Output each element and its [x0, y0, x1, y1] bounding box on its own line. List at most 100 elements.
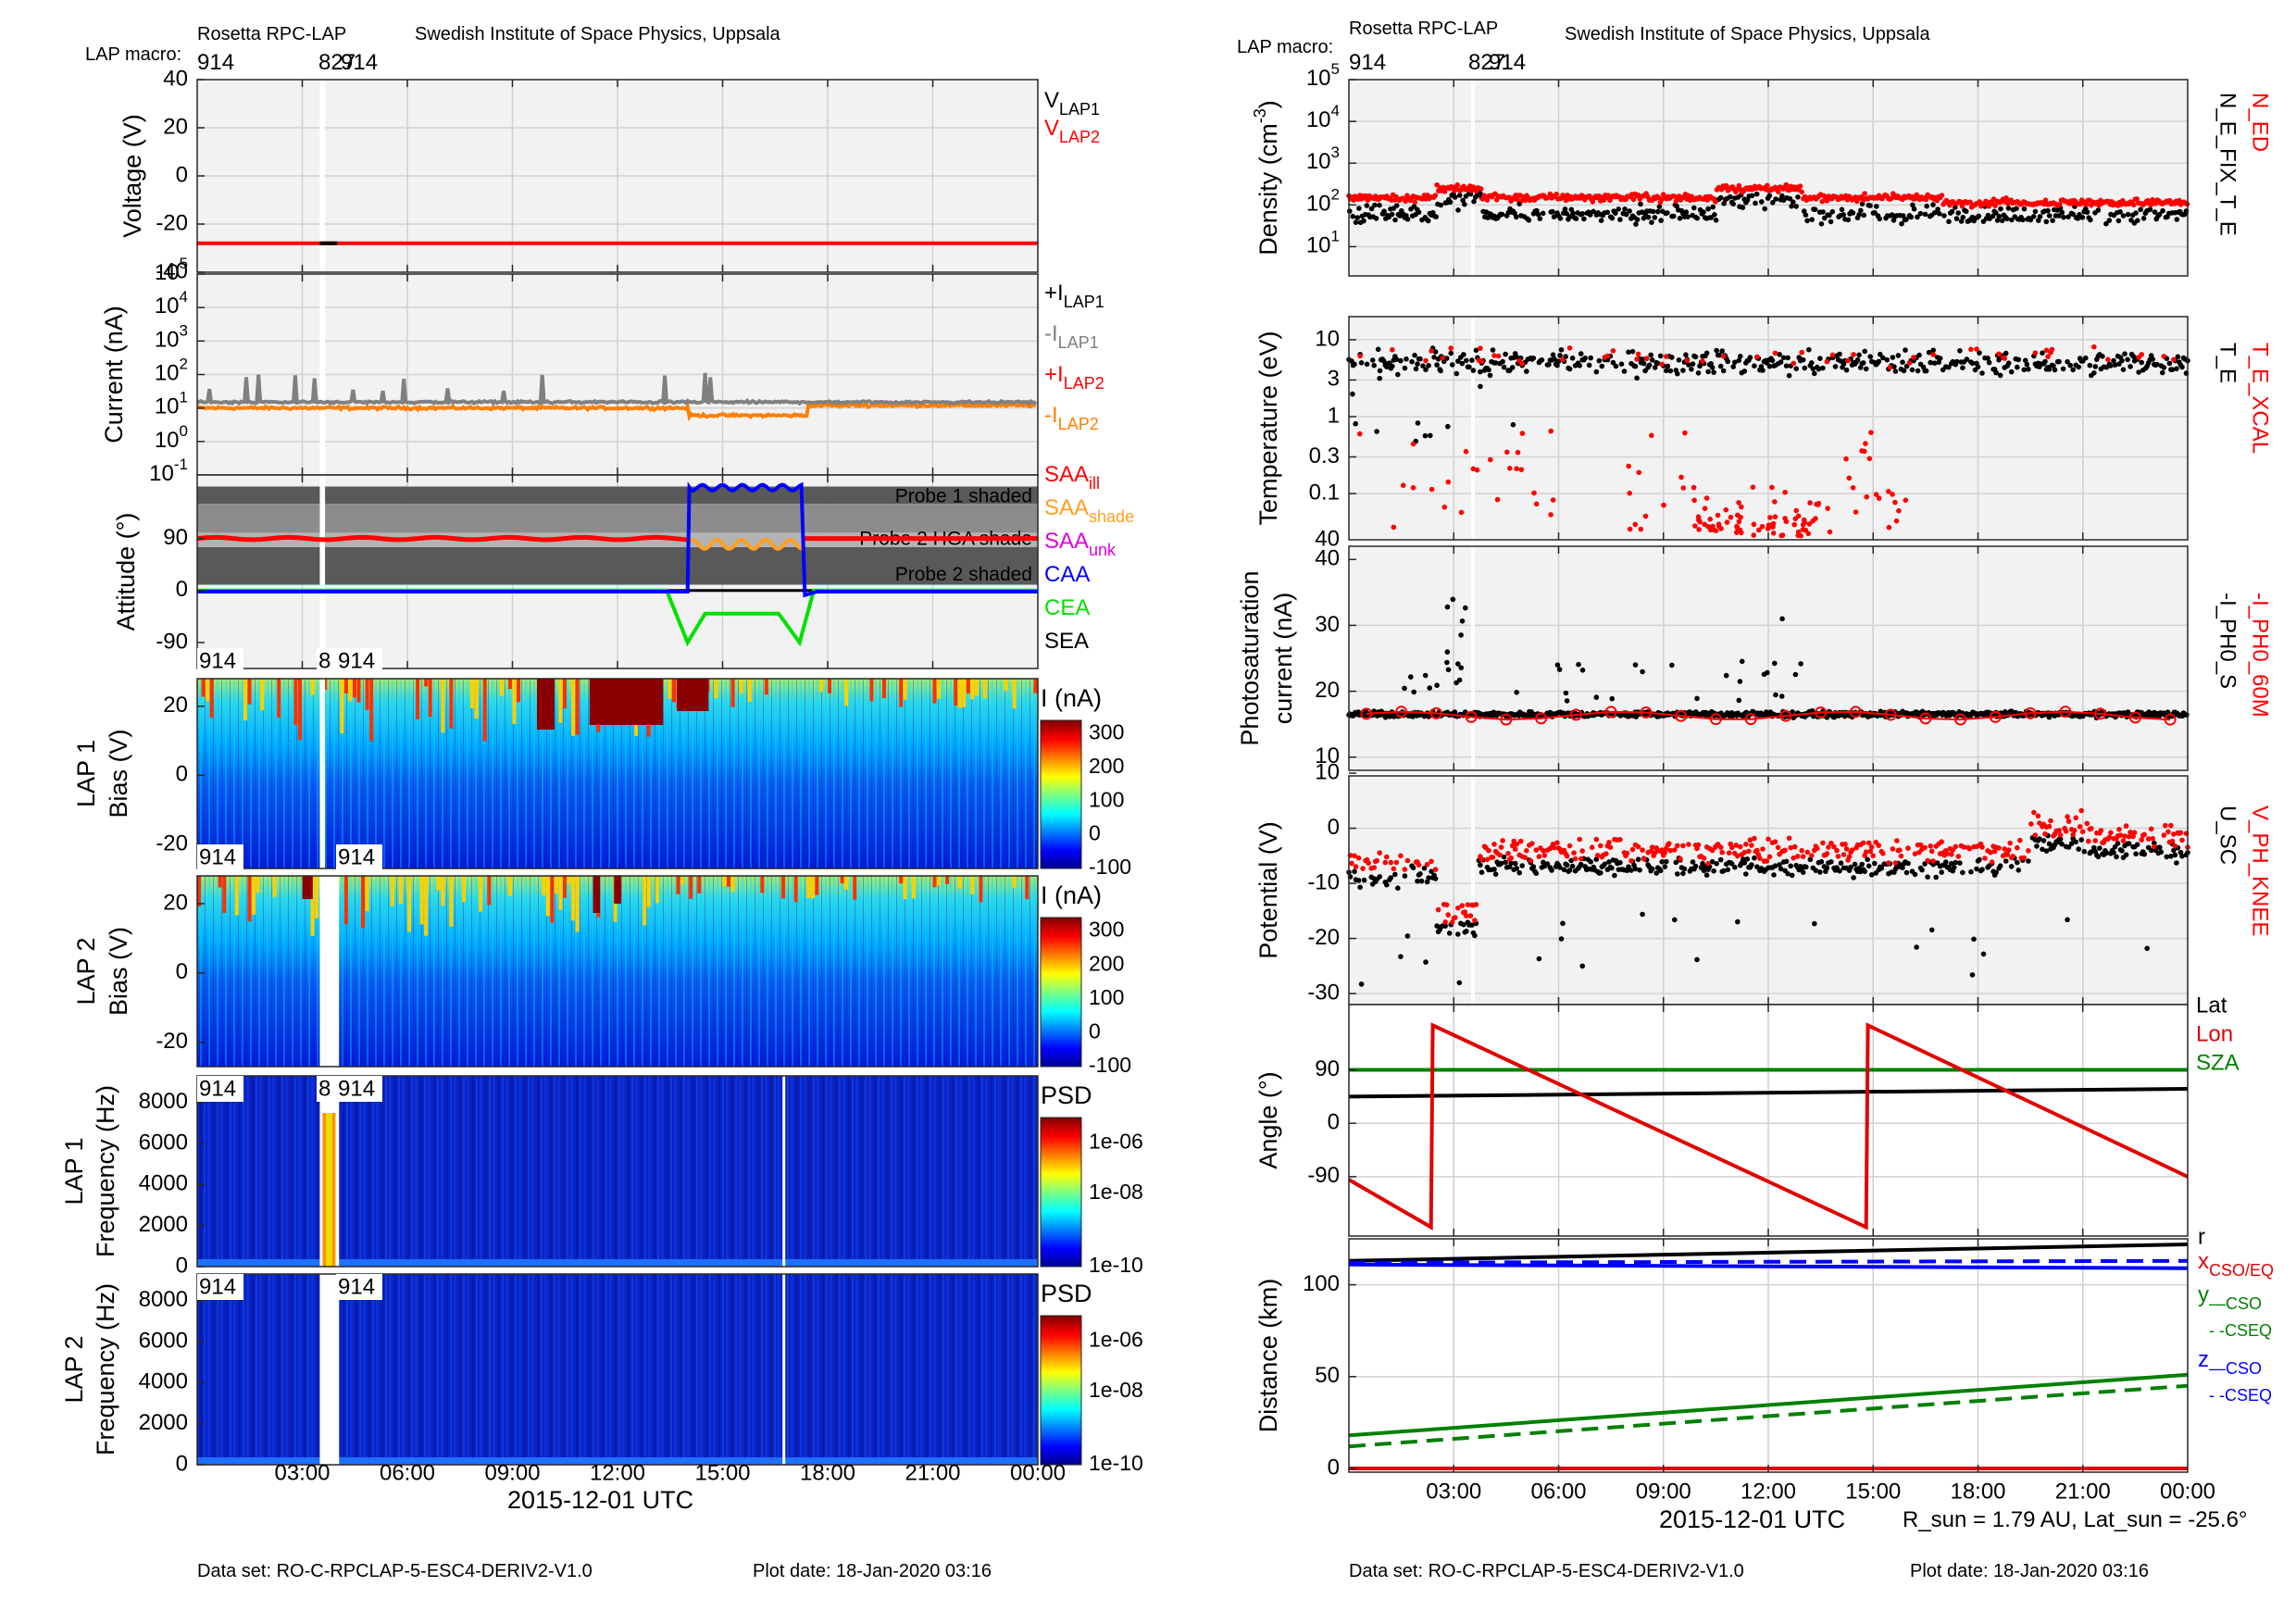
lap1-sweep-panel-sat-col: [260, 679, 265, 711]
t-e-xcal-point: [1696, 517, 1702, 523]
v-ph-knee-point: [1717, 844, 1724, 850]
n-e-fix-t-e-point: [1617, 217, 1623, 222]
t-e-xcal-point: [1715, 512, 1721, 518]
n-e-fix-t-e-point: [2014, 206, 2019, 211]
n-e-fix-t-e-point: [1958, 219, 1965, 224]
n-e-fix-t-e-point: [1587, 212, 1593, 218]
lap1-sweep-panel-line2-ylabel: Bias (V): [105, 729, 132, 818]
t-e-point: [1613, 363, 1619, 369]
u-sc-point: [2158, 849, 2165, 855]
t-e-point: [1732, 359, 1738, 366]
t-e-point: [1550, 352, 1556, 358]
v-ph-knee-point: [1497, 852, 1503, 858]
t-e-point: [1716, 352, 1722, 358]
u-sc-point: [1424, 879, 1430, 885]
u-sc-point: [1957, 860, 1963, 866]
legend-lat: Lat: [2196, 993, 2227, 1018]
lap1-sweep-panel-sat-col: [310, 679, 315, 695]
n-ed-point: [2057, 202, 2063, 207]
t-e-point: [1629, 348, 1636, 355]
current-panel-ytick-label: 101: [155, 389, 188, 419]
u-sc-point: [1456, 980, 1463, 986]
lap2-sweep-panel-sat-col: [911, 876, 916, 899]
v-ph-knee-point: [1512, 846, 1518, 852]
u-sc-point: [1711, 868, 1716, 874]
u-sc-point: [1800, 869, 1806, 875]
t-e-point: [1464, 357, 1469, 364]
t-e-xcal-point: [1813, 516, 1818, 521]
v-ph-knee-point: [1675, 843, 1680, 849]
t-e-point: [2128, 364, 2133, 369]
lap1-psd-panel-colorbar-tick: 1e-06: [1089, 1129, 1143, 1153]
t-e-point: [1890, 355, 1896, 360]
n-e-fix-t-e-point: [1649, 219, 1654, 225]
u-sc-point: [2034, 843, 2040, 849]
t-e-xcal-point: [1853, 509, 1859, 515]
v-ph-knee-point: [2021, 855, 2028, 861]
v-ph-knee-point: [1595, 853, 1601, 858]
u-sc-point: [1838, 860, 1844, 866]
t-e-point: [1915, 368, 1921, 374]
lap1-sweep-panel-sat-col: [517, 679, 521, 703]
lap2-sweep-panel-sat-col: [462, 876, 467, 903]
t-e-xcal-point: [1806, 521, 1813, 527]
t-e-xcal-point: [2171, 356, 2177, 363]
n-e-fix-t-e-point: [1581, 216, 1587, 222]
t-e-xcal-point: [1736, 500, 1741, 506]
v-ph-knee-point: [1928, 848, 1935, 855]
u-sc-point: [1602, 861, 1608, 868]
i-ph0-s-point: [1772, 660, 1778, 667]
rsun-note: R_sun = 1.79 AU, Lat_sun = -25.6°: [1903, 1507, 2248, 1532]
t-e-point: [1431, 355, 1437, 360]
t-e-point: [1891, 364, 1897, 369]
u-sc-point: [2040, 838, 2047, 843]
t-e-xcal-point: [1886, 524, 1892, 531]
t-e-xcal-point: [1636, 469, 1642, 476]
t-e-point: [1867, 354, 1873, 360]
t-e-xcal-point: [1759, 523, 1766, 530]
lap2-sweep-panel-sat-col: [407, 876, 411, 932]
temperature-panel-ytick-label: 0.3: [1309, 443, 1340, 468]
t-e-xcal-point: [1514, 466, 1519, 472]
t-e-point: [2040, 350, 2045, 356]
lap1-sweep-panel-sat-col: [323, 679, 328, 691]
photosat-panel-ytick-label: 40: [1315, 546, 1340, 571]
n-e-fix-t-e-point: [1874, 204, 1879, 209]
v-ph-knee-point: [1892, 860, 1899, 866]
lap1-sweep-panel-sat-col: [428, 679, 432, 718]
lap2-sweep-panel-sat-col: [247, 876, 252, 922]
t-e-point: [1695, 370, 1702, 376]
v-ph-knee-point: [1442, 919, 1448, 925]
v-ph-knee-point: [1766, 854, 1773, 860]
u-sc-point: [1960, 869, 1965, 876]
i-ph0-s-point: [1694, 695, 1700, 702]
v-ph-knee-point: [1509, 843, 1516, 849]
density-panel-ytick-label: 102: [1306, 186, 1340, 217]
legend-lon: Lon: [2196, 1021, 2233, 1046]
v-ph-knee-point: [2042, 831, 2048, 837]
legend-attitude-5: SEA: [1044, 629, 1089, 654]
t-e-xcal-point: [1448, 345, 1454, 351]
t-e-point: [1689, 367, 1694, 372]
left-xtick-label: 15:00: [694, 1460, 750, 1485]
t-e-xcal-point: [1996, 351, 2002, 357]
i-ph0-s-point: [2165, 709, 2171, 715]
n-ed-point: [1799, 189, 1804, 195]
t-e-xcal-point: [1391, 524, 1397, 531]
v-ph-knee-point: [1949, 852, 1954, 857]
t-e-xcal-point: [1772, 350, 1778, 356]
t-e-point: [2015, 356, 2022, 363]
t-e-point: [1806, 346, 1812, 353]
potential-panel-ytick-label: 0: [1328, 815, 1340, 840]
v-ph-knee-point: [1741, 849, 1748, 856]
t-e-point: [2087, 362, 2093, 369]
u-sc-point: [1377, 874, 1382, 880]
v-ph-knee-point: [2026, 848, 2031, 854]
lap2-sweep-panel-ytick-label: -20: [156, 1029, 188, 1054]
t-e-point: [1649, 357, 1655, 363]
lap1-sweep-panel-sat-col: [932, 679, 937, 704]
distance-series-0: [1348, 1243, 2189, 1263]
photosat-panel-line2-ylabel: current (nA): [1269, 593, 1297, 725]
voltage-panel-ytick-label: -20: [156, 210, 188, 235]
t-e-point: [1820, 365, 1826, 371]
